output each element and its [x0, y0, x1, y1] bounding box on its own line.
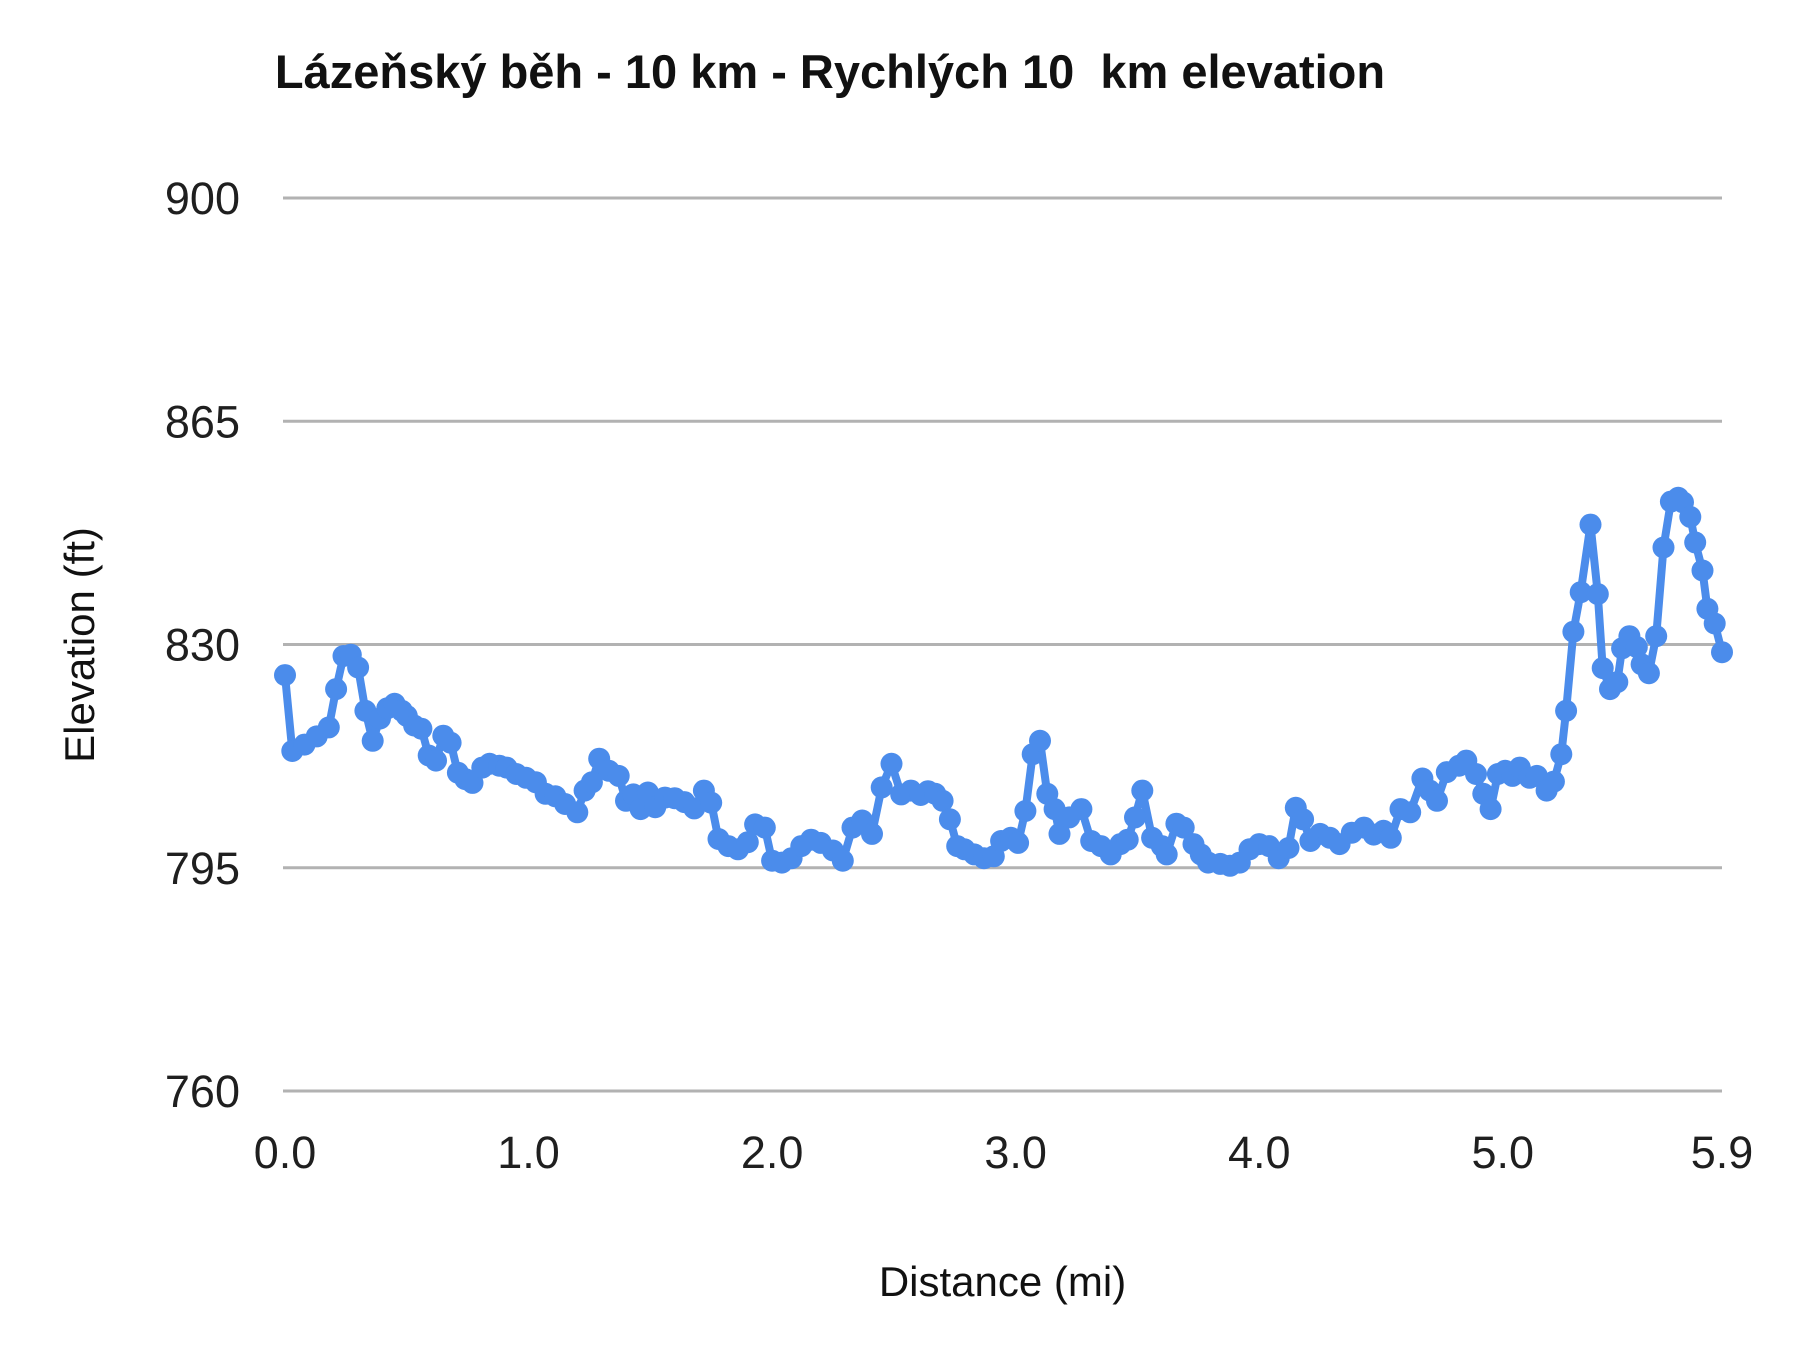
data-point — [1155, 843, 1178, 866]
data-point — [1569, 581, 1592, 604]
data-point — [1007, 831, 1030, 854]
data-point — [1542, 770, 1565, 793]
data-point — [1379, 826, 1402, 849]
data-point — [566, 801, 589, 824]
data-point — [1637, 662, 1660, 685]
data-point — [736, 831, 759, 854]
data-point — [274, 664, 296, 687]
data-point — [410, 717, 433, 740]
data-point — [700, 791, 723, 814]
data-point — [1555, 699, 1578, 722]
data-point — [1550, 743, 1573, 766]
y-tick-label: 900 — [165, 173, 240, 224]
y-tick-label: 760 — [165, 1066, 240, 1117]
y-tick-label: 830 — [165, 620, 240, 671]
data-point — [1426, 789, 1448, 812]
x-tick-label: 3.0 — [984, 1127, 1047, 1178]
data-point — [1625, 636, 1648, 659]
data-point — [1586, 583, 1609, 606]
data-point — [1029, 729, 1051, 752]
x-tick-label: 4.0 — [1228, 1127, 1291, 1178]
data-point — [1711, 641, 1733, 664]
data-point — [1479, 798, 1502, 821]
data-point — [1465, 763, 1487, 785]
x-tick-label: 1.0 — [497, 1127, 560, 1178]
data-point — [1277, 837, 1300, 859]
data-point — [1606, 671, 1629, 694]
data-point — [1048, 822, 1071, 845]
data-point — [931, 789, 954, 812]
data-point — [361, 729, 384, 752]
data-point — [1645, 625, 1668, 648]
data-point — [1703, 612, 1726, 635]
data-point — [938, 808, 961, 831]
data-point — [861, 822, 883, 845]
x-tick-label: 5.9 — [1691, 1127, 1754, 1178]
data-point — [1679, 505, 1702, 528]
elevation-line — [281, 493, 1726, 870]
data-point — [425, 749, 447, 772]
x-tick-label: 2.0 — [741, 1127, 804, 1178]
data-point — [607, 764, 630, 787]
data-point — [1591, 657, 1614, 680]
data-point — [1070, 798, 1093, 821]
data-point — [1292, 808, 1315, 831]
data-point — [1562, 620, 1585, 643]
data-point — [753, 816, 776, 839]
data-point — [439, 731, 462, 754]
data-point — [683, 797, 706, 820]
data-point — [1652, 536, 1675, 559]
data-point — [1691, 559, 1714, 582]
y-tick-label: 795 — [165, 843, 240, 894]
data-point — [1124, 806, 1146, 829]
data-point — [1131, 779, 1154, 802]
chart-title: Lázeňský běh - 10 km - Rychlých 10 km el… — [274, 45, 1386, 98]
data-point — [1116, 828, 1139, 851]
data-point — [317, 716, 340, 739]
data-point — [1172, 816, 1195, 839]
data-point — [1579, 513, 1602, 536]
y-tick-label: 865 — [165, 396, 240, 447]
x-tick-label: 0.0 — [254, 1127, 317, 1178]
data-point — [870, 776, 893, 799]
data-point — [880, 752, 903, 775]
data-point — [580, 771, 603, 794]
data-point — [1014, 800, 1037, 822]
data-point — [831, 849, 854, 872]
x-tick-label: 5.0 — [1472, 1127, 1535, 1178]
data-point — [347, 656, 370, 679]
data-point — [1399, 801, 1422, 824]
data-point — [1684, 531, 1707, 554]
data-point — [325, 678, 348, 701]
x-axis-title: Distance (mi) — [878, 1258, 1127, 1305]
